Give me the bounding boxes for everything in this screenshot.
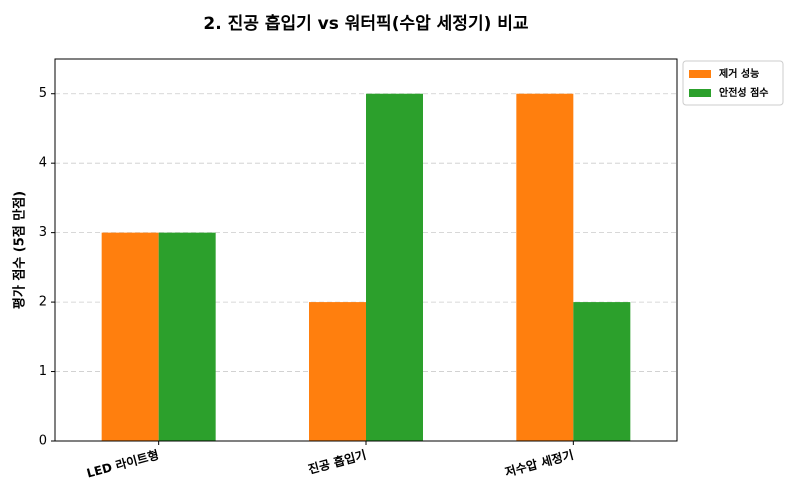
y-tick-label: 0 [39,434,47,449]
bar [101,232,159,441]
legend-label: 제거 성능 [719,67,759,80]
y-axis-label: 평가 점수 (5점 만점) [12,191,28,309]
y-tick-label: 1 [39,364,47,379]
y-tick-label: 5 [39,86,47,101]
legend-label: 안전성 점수 [719,86,768,99]
legend-swatch [689,89,711,97]
y-tick-label: 4 [39,156,47,171]
x-tick-label: 저수압 세정기 [503,447,575,480]
bar [366,93,423,442]
y-tick-label: 2 [39,295,47,310]
x-tick-label: 진공 흡입기 [306,447,367,477]
bar [573,302,631,441]
legend-swatch [689,70,711,78]
plot-frame [54,58,678,442]
chart-title: 2. 진공 흡입기 vs 워터픽(수압 세정기) 비교 [203,13,528,34]
x-tick-label: LED 라이트형 [85,447,161,481]
y-tick-label: 3 [39,225,47,240]
bar [309,302,366,441]
bar [516,93,574,442]
bar [158,232,216,441]
